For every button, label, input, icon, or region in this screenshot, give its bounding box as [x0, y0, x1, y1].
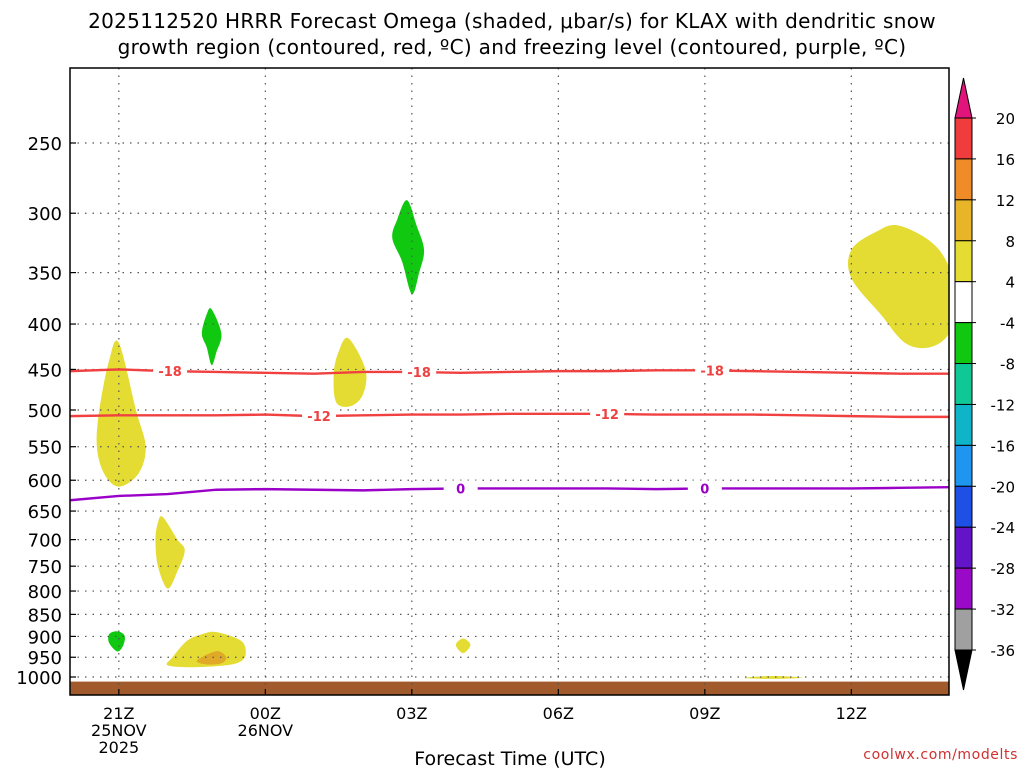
colorbar-label-8: -12 — [991, 396, 1016, 414]
ground-layer — [70, 681, 949, 695]
colorbar-label-13: -32 — [991, 601, 1016, 619]
colorbar-swatch-8 — [954, 403, 973, 446]
contour-label-1-2: -18 — [407, 366, 431, 381]
omega-region-6 — [455, 638, 471, 654]
colorbar-label-9: -16 — [991, 437, 1016, 455]
x-tick-label-00Z: 00Z — [250, 704, 281, 723]
colorbar-swatch-3 — [954, 199, 973, 242]
colorbar-swatch-5 — [954, 281, 973, 324]
contour-label-bg-1-3 — [695, 362, 730, 379]
contour-label-2-2: -12 — [595, 408, 619, 423]
temperature-contours: -18 -18 -18 -12 -12 0 0 — [70, 362, 949, 502]
omega-region-9 — [201, 308, 222, 366]
x-tick-label-03Z: 03Z — [396, 704, 427, 723]
y-tick-label-750: 750 — [28, 557, 62, 578]
contour-label-1-3: -18 — [700, 364, 724, 379]
contour-line-2 — [70, 412, 949, 419]
y-tick-label-1000: 1000 — [16, 668, 62, 689]
omega-region-2 — [155, 516, 185, 589]
y-tick-label-950: 950 — [28, 648, 62, 669]
colorbar-swatch-12 — [954, 567, 973, 610]
omega-region-4 — [196, 651, 227, 665]
chart-title-line-2: growth region (contoured, red, ºC) and f… — [117, 35, 907, 59]
contour-line-3 — [70, 486, 949, 502]
contour-label-1-1: -18 — [158, 365, 182, 380]
y-tick-label-600: 600 — [28, 471, 62, 492]
plot-frame — [69, 67, 950, 696]
x-tick-label-06Z: 06Z — [543, 704, 574, 723]
grid-lines — [70, 68, 949, 695]
colorbar-label-6: -4 — [1000, 315, 1015, 333]
colorbar-bottom-arrow — [954, 649, 973, 691]
omega-region-7 — [743, 676, 803, 679]
colorbar-label-2: 16 — [996, 151, 1015, 169]
colorbar-label-3: 12 — [996, 192, 1015, 210]
site-credit: coolwx.com/modelts — [863, 747, 1018, 763]
colorbar-swatch-9 — [954, 444, 973, 487]
axes: 2503003504004505005506006507007508008509… — [16, 67, 950, 757]
colorbar-swatch-4 — [954, 240, 973, 283]
omega-region-1 — [96, 340, 146, 487]
y-tick-label-850: 850 — [28, 605, 62, 626]
contour-label-bg-2-1 — [302, 408, 337, 425]
colorbar-swatch-10 — [954, 485, 973, 528]
omega-region-11 — [108, 631, 125, 652]
colorbar-swatch-6 — [954, 322, 973, 365]
colorbar-label-7: -8 — [1000, 356, 1015, 374]
x-tick-sublabel-21Z-2: 2025 — [98, 738, 139, 757]
omega-shaded-regions — [96, 200, 949, 679]
contour-label-bg-3-2 — [687, 480, 722, 497]
x-tick-sublabel-00Z-1: 26NOV — [238, 721, 294, 740]
colorbar-swatch-2 — [954, 158, 973, 201]
y-tick-label-450: 450 — [28, 360, 62, 381]
y-tick-label-550: 550 — [28, 438, 62, 459]
colorbar-label-5: 4 — [1005, 274, 1015, 292]
colorbar-swatch-11 — [954, 526, 973, 569]
chart-title-line-1: 2025112520 HRRR Forecast Omega (shaded, … — [88, 9, 936, 33]
y-tick-label-500: 500 — [28, 401, 62, 422]
chart-title: 2025112520 HRRR Forecast Omega (shaded, … — [0, 8, 1024, 60]
colorbar-top-arrow — [954, 77, 973, 119]
y-tick-label-700: 700 — [28, 531, 62, 552]
x-tick-sublabel-21Z-1: 25NOV — [91, 721, 147, 740]
y-tick-label-650: 650 — [28, 502, 62, 523]
colorbar-label-12: -28 — [991, 560, 1016, 578]
colorbar-swatch-13 — [954, 608, 973, 651]
colorbar-label-1: 20 — [996, 110, 1015, 128]
x-tick-label-12Z: 12Z — [836, 704, 867, 723]
y-tick-label-800: 800 — [28, 582, 62, 603]
colorbar-label-11: -24 — [991, 519, 1016, 537]
y-tick-label-400: 400 — [28, 315, 62, 336]
omega-region-10 — [392, 200, 425, 295]
y-tick-label-350: 350 — [28, 264, 62, 285]
y-tick-label-250: 250 — [28, 134, 62, 155]
contour-label-3-2: 0 — [700, 482, 709, 497]
contour-label-2-1: -12 — [307, 410, 331, 425]
colorbar-label-4: 8 — [1005, 233, 1015, 251]
contour-line-1 — [70, 368, 949, 375]
colorbar-swatch-7 — [954, 363, 973, 405]
colorbar-label-10: -20 — [991, 478, 1016, 496]
contour-label-bg-1-2 — [402, 364, 437, 381]
x-tick-label-09Z: 09Z — [689, 704, 720, 723]
contour-label-bg-3-1 — [443, 480, 478, 497]
colorbar-label-14: -36 — [991, 642, 1016, 660]
y-tick-label-300: 300 — [28, 204, 62, 225]
ground-surface — [70, 681, 949, 695]
y-tick-label-900: 900 — [28, 627, 62, 648]
omega-colorbar: 20 16 12 8 4 -4 -8 -12 -16 -20 -24 -28 -32 -36 — [954, 77, 1016, 691]
colorbar-swatch-1 — [954, 117, 973, 160]
contour-label-bg-1-1 — [153, 363, 188, 380]
omega-region-8 — [847, 224, 949, 349]
contour-label-bg-2-2 — [590, 405, 625, 422]
x-tick-label-21Z: 21Z — [103, 704, 134, 723]
x-axis-label: Forecast Time (UTC) — [414, 748, 605, 768]
contour-label-3-1: 0 — [456, 482, 465, 497]
